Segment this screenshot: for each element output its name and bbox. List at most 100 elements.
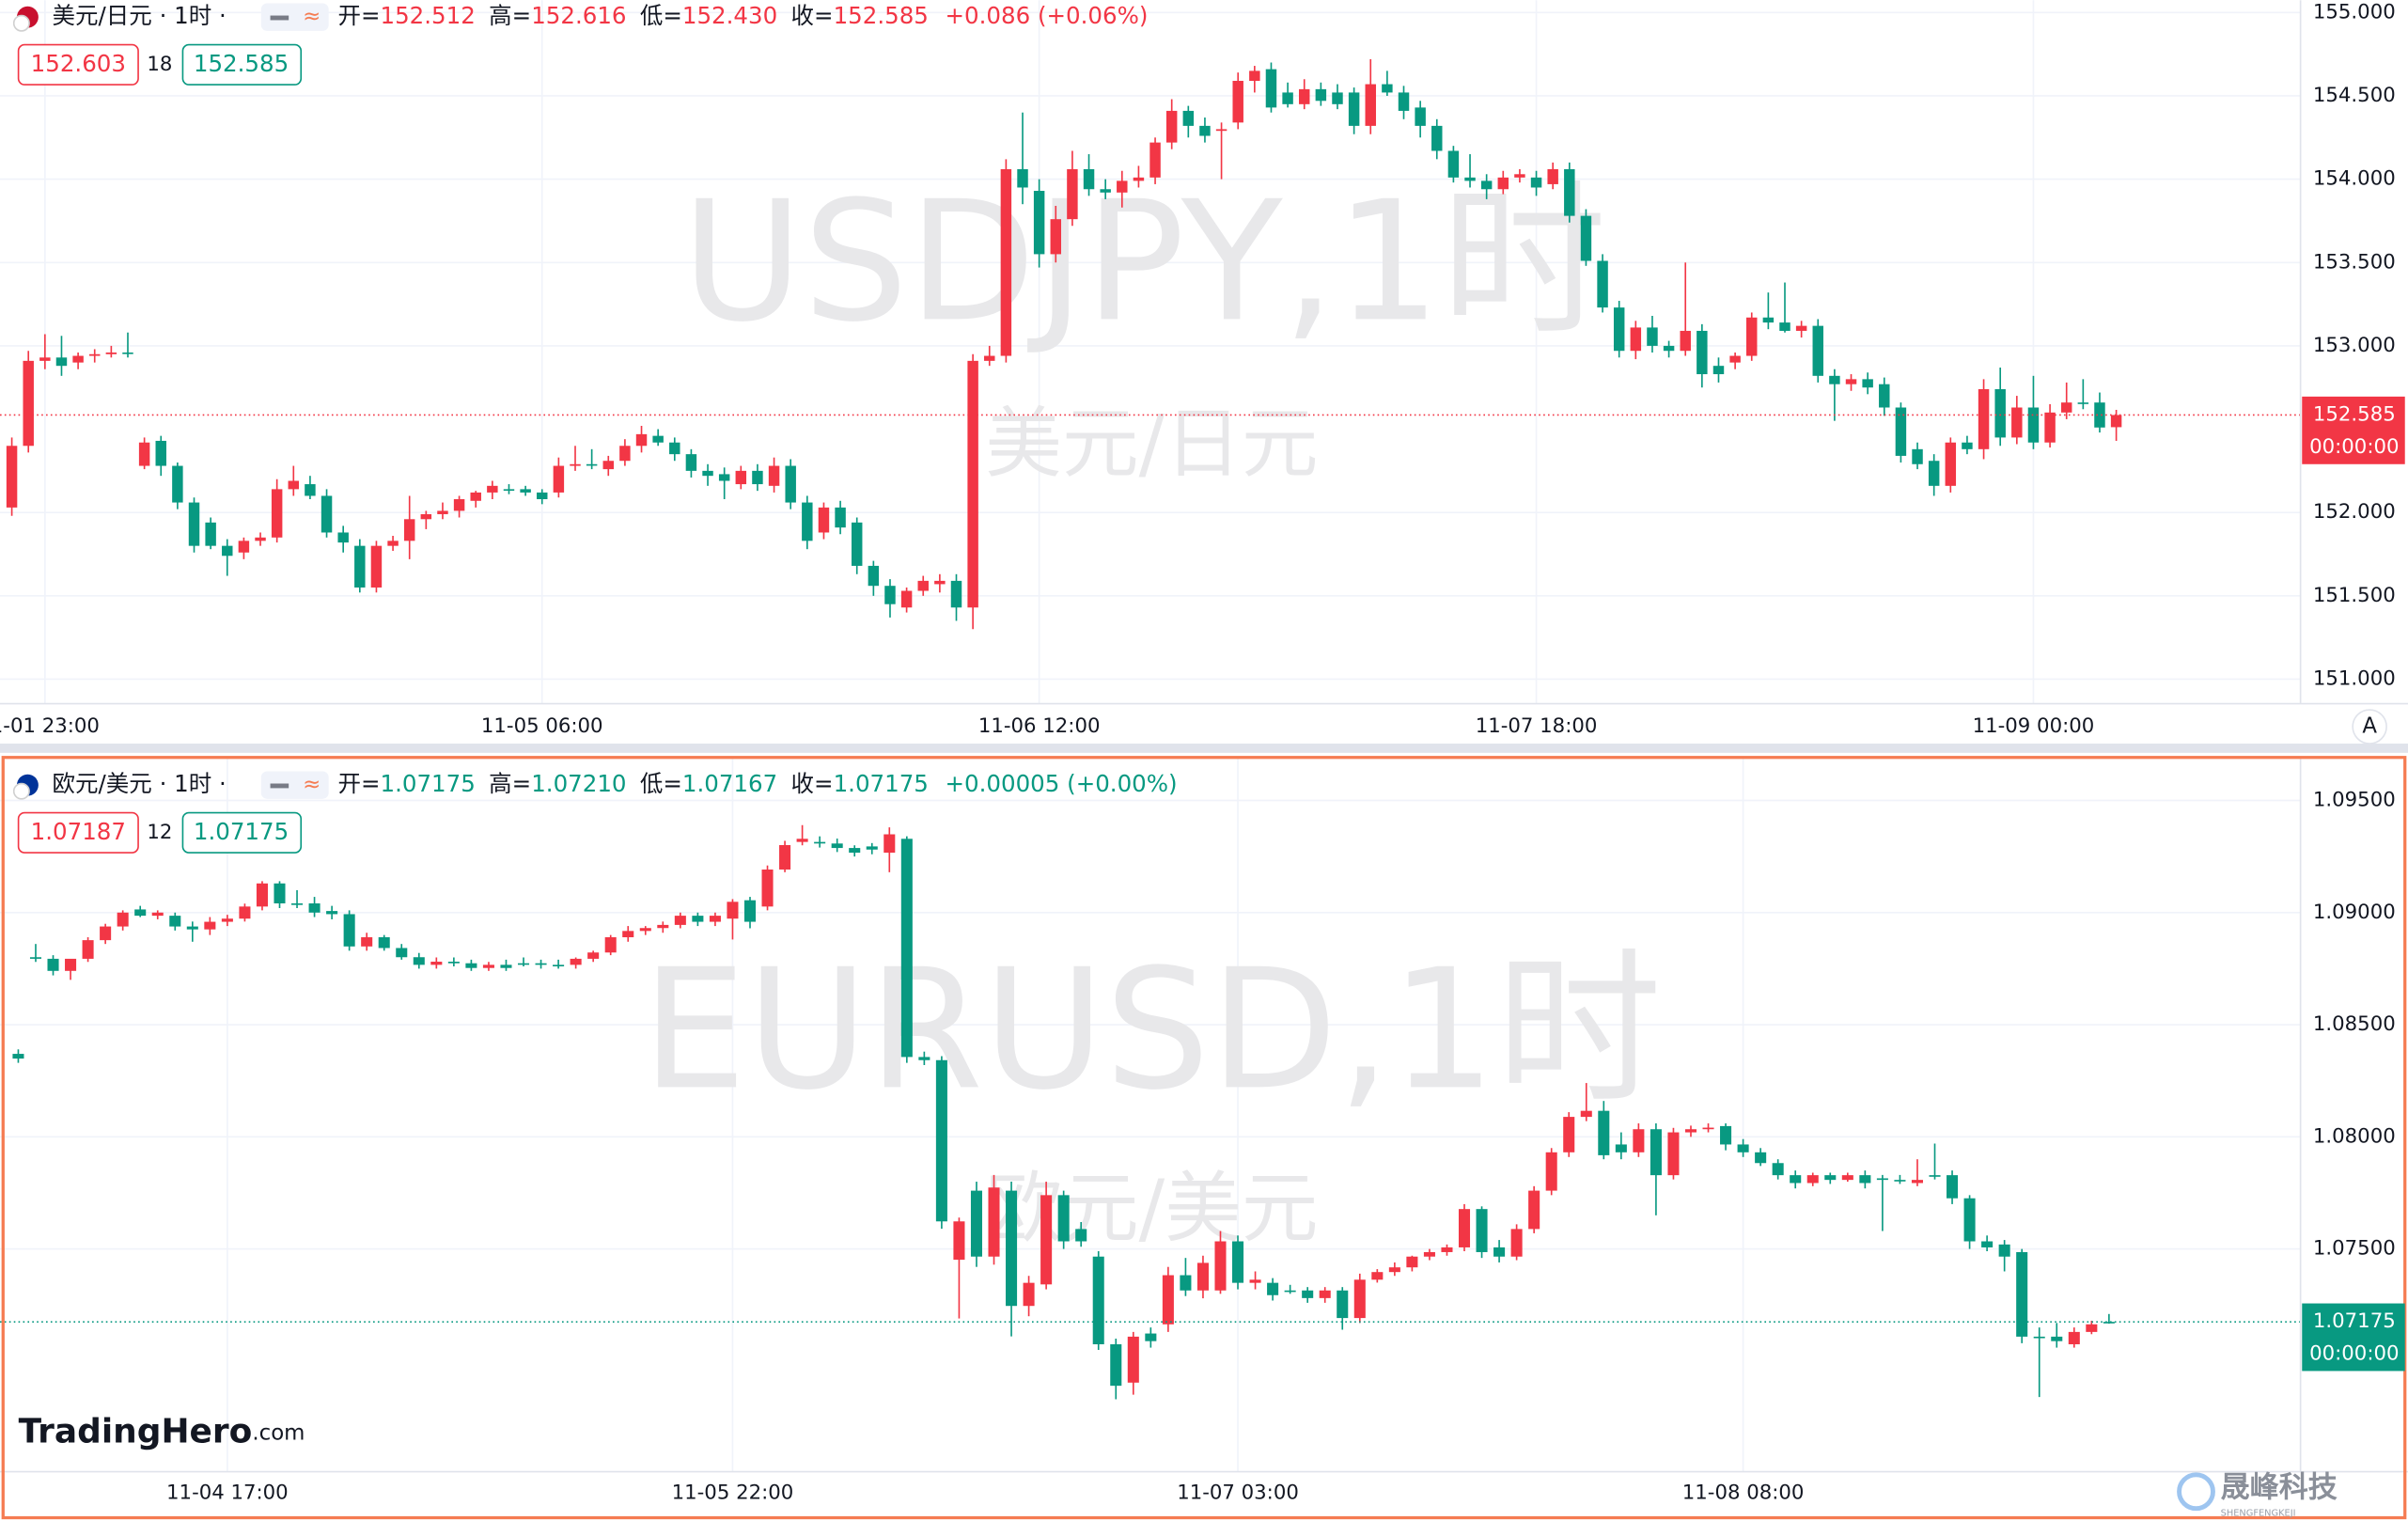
candle-body bbox=[370, 545, 383, 588]
candle-body bbox=[743, 900, 757, 922]
candle-body bbox=[1423, 1251, 1435, 1257]
candle-body bbox=[2094, 402, 2105, 428]
candle-body bbox=[239, 906, 251, 919]
candle-body bbox=[1978, 388, 1990, 449]
active-pane-border bbox=[1, 756, 2407, 1520]
candle-body bbox=[1647, 327, 1658, 346]
candle-body bbox=[692, 916, 704, 922]
candle-body bbox=[1633, 1129, 1645, 1153]
candle-body bbox=[403, 519, 415, 541]
candle-body bbox=[387, 541, 399, 546]
candle-body bbox=[2027, 407, 2040, 443]
candle-body bbox=[702, 470, 713, 477]
candle-body bbox=[1249, 1279, 1261, 1283]
y-tick-label: 154.000 bbox=[2313, 167, 2396, 191]
candle-body bbox=[984, 355, 995, 361]
legend-label: 高= bbox=[489, 2, 531, 29]
indicator-toggle[interactable] bbox=[260, 771, 329, 799]
sell-button[interactable] bbox=[17, 43, 139, 86]
candle-body bbox=[1667, 1132, 1680, 1176]
countdown-label: 00:00:00 bbox=[2309, 435, 2399, 459]
legend-value: 1.07175 bbox=[834, 770, 929, 797]
candle-body bbox=[950, 580, 962, 608]
candle-body bbox=[1806, 1175, 1819, 1184]
candle-body bbox=[1382, 84, 1393, 93]
last-price-label: 152.585 bbox=[2313, 402, 2396, 426]
legend-change: +0.086 (+0.06%) bbox=[946, 2, 1149, 29]
candle-body bbox=[570, 463, 581, 466]
candle-body bbox=[849, 848, 861, 854]
candle-body bbox=[1928, 461, 1940, 486]
logo: TradingHero.com bbox=[19, 1413, 305, 1451]
candle-body bbox=[1663, 345, 1675, 352]
candle-body bbox=[1023, 1282, 1035, 1307]
x-tick-label: 11-06 12:00 bbox=[978, 714, 1101, 738]
candle-body bbox=[72, 355, 84, 363]
candle-body bbox=[2011, 407, 2023, 438]
last-price-badge bbox=[2302, 1303, 2405, 1372]
candle-body bbox=[1824, 1175, 1837, 1181]
candle-body bbox=[1165, 110, 1178, 143]
candle-body bbox=[361, 937, 373, 947]
candle-body bbox=[354, 545, 366, 588]
candle-body bbox=[1630, 327, 1642, 352]
candle-body bbox=[337, 532, 349, 543]
legend-value: 1.07175 bbox=[380, 770, 475, 797]
candle-body bbox=[768, 465, 780, 486]
candle-body bbox=[255, 537, 266, 541]
candle-body bbox=[1912, 448, 1923, 464]
buy-button[interactable] bbox=[181, 43, 303, 86]
buy-button[interactable] bbox=[181, 811, 303, 854]
candle-body bbox=[1067, 168, 1078, 220]
legend-label: 高= bbox=[489, 770, 531, 797]
candle-body bbox=[1298, 88, 1310, 104]
candle-body bbox=[1214, 1241, 1227, 1291]
candle-body bbox=[953, 1221, 965, 1261]
y-tick-label: 152.000 bbox=[2313, 500, 2396, 524]
candle-body bbox=[604, 937, 617, 953]
candle-body bbox=[1017, 168, 1028, 188]
candle-body bbox=[2068, 1331, 2080, 1345]
candle-body bbox=[1447, 150, 1460, 178]
candle-body bbox=[2016, 1251, 2028, 1337]
sell-button[interactable] bbox=[17, 811, 139, 854]
candle-body bbox=[1998, 1244, 2010, 1257]
candle-body bbox=[1697, 330, 1708, 375]
candle-body bbox=[814, 841, 826, 844]
candle-body bbox=[520, 489, 531, 493]
candle-body bbox=[1431, 125, 1443, 151]
indicator-toggle[interactable] bbox=[260, 3, 329, 31]
candle-body bbox=[274, 883, 286, 903]
candle-body bbox=[868, 565, 880, 587]
candle-body bbox=[1945, 442, 1957, 486]
candle-body bbox=[155, 440, 166, 466]
candle-body bbox=[1790, 1175, 1802, 1184]
candle-body bbox=[1737, 1144, 1749, 1153]
legend-label: 低= bbox=[640, 2, 682, 29]
ask-price: 1.07175 bbox=[194, 818, 289, 845]
candle-body bbox=[1133, 177, 1145, 181]
x-tick-label: 11-07 18:00 bbox=[1476, 714, 1598, 738]
candle-body bbox=[238, 541, 250, 553]
candle-body bbox=[1332, 92, 1343, 104]
candle-body bbox=[204, 921, 216, 930]
candle-body bbox=[1862, 379, 1873, 388]
watermark: EURUSD,1时 bbox=[642, 933, 1662, 1126]
x-tick-label: 11-05 06:00 bbox=[481, 714, 603, 738]
candle-body bbox=[47, 958, 59, 971]
auto-scale-button[interactable] bbox=[2352, 709, 2387, 745]
logo-text: TradingHero bbox=[19, 1413, 253, 1451]
candle-body bbox=[122, 352, 133, 354]
candle-body bbox=[6, 446, 18, 508]
candle-body bbox=[685, 454, 697, 471]
candle-body bbox=[1598, 1110, 1610, 1155]
candle-body bbox=[1702, 1127, 1714, 1130]
candle-body bbox=[1406, 1256, 1418, 1268]
candle-body bbox=[934, 580, 946, 585]
y-tick-label: 1.09500 bbox=[2313, 788, 2396, 811]
candle-body bbox=[1365, 84, 1376, 126]
x-tick-label: 11-05 22:00 bbox=[672, 1481, 794, 1504]
last-price-badge bbox=[2302, 396, 2405, 464]
candle-body bbox=[1196, 1262, 1209, 1291]
